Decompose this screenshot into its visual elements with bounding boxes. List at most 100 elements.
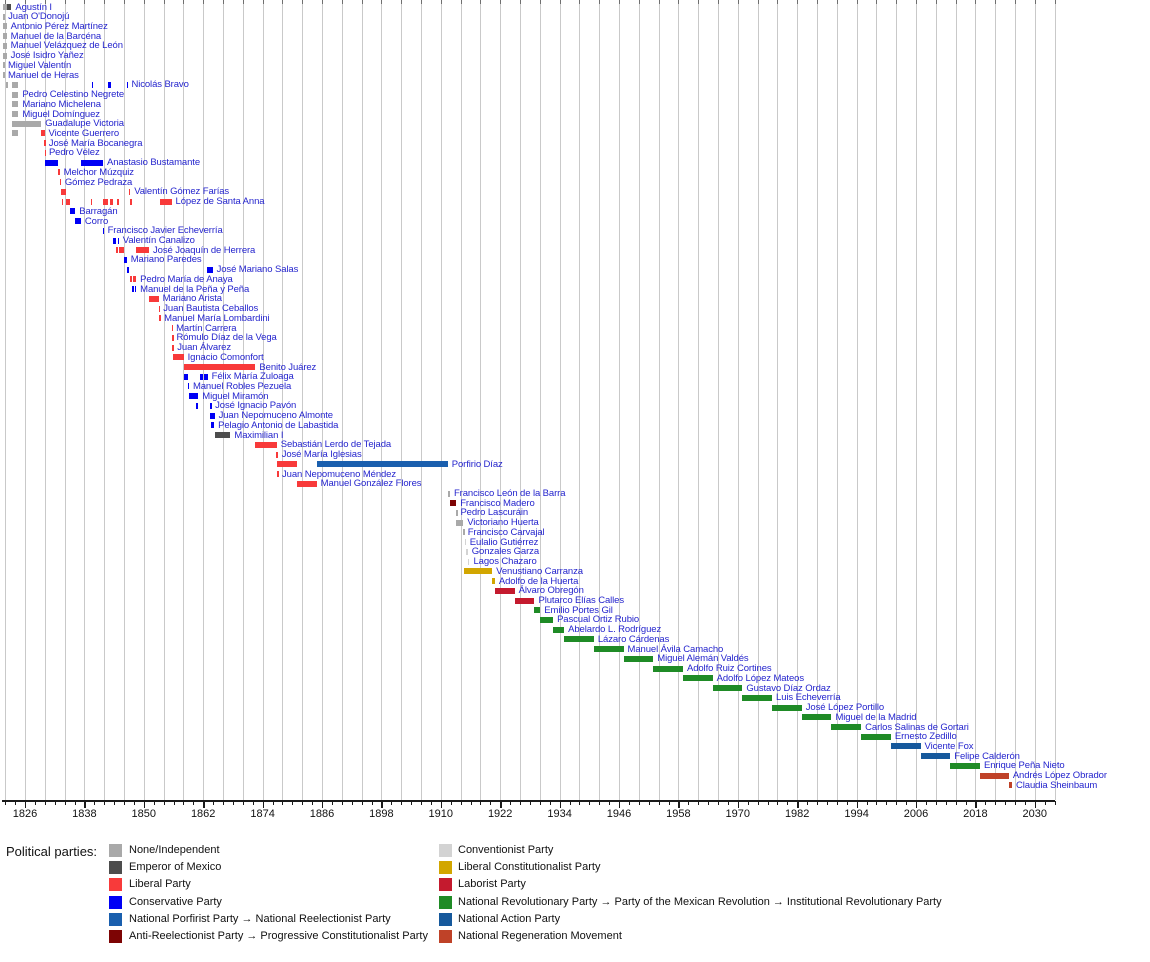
president-label[interactable]: Manuel Robles Pezuela xyxy=(192,380,292,392)
president-label[interactable]: Miguel Valentín xyxy=(7,59,72,71)
term-bar xyxy=(742,694,773,701)
president-label[interactable]: Rómulo Díaz de la Vega xyxy=(176,332,277,344)
president-label[interactable]: Melchor Múzquiz xyxy=(63,166,134,178)
president-label[interactable]: Sebastián Lerdo de Tejada xyxy=(280,439,392,451)
president-label[interactable]: Félix María Zuloaga xyxy=(211,371,294,383)
president-label[interactable]: Adolfo de la Huerta xyxy=(498,575,579,587)
president-label[interactable]: Miguel Alemán Valdés xyxy=(657,653,749,665)
term-bar xyxy=(62,188,67,195)
president-label[interactable]: Francisco León de la Barra xyxy=(453,488,566,499)
president-label[interactable]: José Joaquín de Herrera xyxy=(152,244,256,256)
president-label[interactable]: Luis Echeverría xyxy=(776,692,841,704)
axis-minor-tick xyxy=(64,801,66,805)
term-bar xyxy=(92,159,103,166)
president-label[interactable]: Manuel Ávila Camacho xyxy=(627,643,724,655)
president-label[interactable]: Vicente Guerrero xyxy=(48,127,120,139)
axis-minor-tick xyxy=(955,801,957,805)
president-label[interactable]: Mariano Paredes xyxy=(130,254,202,266)
president-label[interactable]: Francisco Madero xyxy=(460,497,535,509)
president-label[interactable]: Emilio Portes Gil xyxy=(544,604,613,616)
gridline xyxy=(896,2,898,800)
president-label[interactable]: Valentín Canalizo xyxy=(122,235,195,247)
president-label[interactable]: Francisco Carvajal xyxy=(467,526,545,538)
president-label[interactable]: Juan Álvarez xyxy=(177,342,231,354)
president-label[interactable]: Pedro Vélez xyxy=(48,147,100,159)
axis-minor-tick xyxy=(391,801,393,805)
legend-swatch-liberal xyxy=(109,878,122,892)
term-bar xyxy=(207,266,213,273)
president-label[interactable]: José Ignacio Pavón xyxy=(215,400,297,412)
president-label[interactable]: Mariano Michelena xyxy=(22,98,101,110)
president-label[interactable]: Eulalio Gutiérrez xyxy=(469,536,539,548)
president-label[interactable]: Manuel de la Peña y Peña xyxy=(140,283,250,295)
president-label[interactable]: Porfirio Díaz xyxy=(451,458,503,470)
president-label[interactable]: Enrique Peña Nieto xyxy=(983,760,1065,772)
president-label[interactable]: Carlos Salinas de Gortari xyxy=(865,721,969,733)
president-label[interactable]: López de Santa Anna xyxy=(175,196,265,208)
legend-swatch-liberal_constitutionalist xyxy=(439,861,452,875)
president-label[interactable]: Victoriano Huerta xyxy=(467,517,539,529)
president-label[interactable]: Abelardo L. Rodríguez xyxy=(568,624,662,636)
president-label[interactable]: José Mariano Salas xyxy=(216,264,299,276)
term-bar xyxy=(456,509,458,516)
president-label[interactable]: Juan O'Donojú xyxy=(8,11,70,23)
president-label[interactable]: Adolfo Ruiz Cortines xyxy=(686,663,772,675)
president-label[interactable]: Pedro Celestino Negrete xyxy=(22,89,125,101)
president-label[interactable]: Manuel María Lombardini xyxy=(164,312,270,324)
president-label[interactable]: Martín Carrera xyxy=(176,322,237,334)
president-label[interactable]: Antonio Pérez Martínez xyxy=(10,20,108,32)
president-label[interactable]: Gustavo Díaz Ordaz xyxy=(746,682,831,694)
president-label[interactable]: Benito Juárez xyxy=(259,361,317,373)
axis-minor-tick xyxy=(183,801,185,805)
president-label[interactable]: Nicolás Bravo xyxy=(131,79,189,91)
president-label[interactable]: Claudia Sheinbaum xyxy=(1016,779,1098,791)
top-tick xyxy=(282,0,284,4)
president-label[interactable]: Gómez Pedraza xyxy=(64,176,133,188)
president-label[interactable]: Manuel Velázquez de León xyxy=(10,40,123,52)
president-label[interactable]: Pascual Ortiz Rubio xyxy=(557,614,640,626)
president-label[interactable]: José López Portillo xyxy=(805,702,885,714)
president-label[interactable]: Juan Bautista Ceballos xyxy=(163,303,259,315)
president-label[interactable]: Pelagio Antonio de Labastida xyxy=(218,419,339,431)
president-label[interactable]: Manuel González Flores xyxy=(320,478,422,490)
president-label[interactable]: José María Bocanegra xyxy=(48,137,143,149)
president-label[interactable]: Juan Nepomuceno Almonte xyxy=(218,410,334,422)
president-label[interactable]: Felipe Calderón xyxy=(954,750,1020,762)
president-label[interactable]: Adolfo López Mateos xyxy=(716,672,804,684)
axis-major-tick xyxy=(737,801,740,808)
axis-minor-tick xyxy=(331,801,333,805)
president-label[interactable]: Ignacio Comonfort xyxy=(187,351,264,363)
gridline xyxy=(935,2,937,800)
axis-minor-tick xyxy=(628,801,630,805)
president-label[interactable]: Manuel de la Barcéna xyxy=(10,30,102,42)
president-label[interactable]: Mariano Arista xyxy=(162,293,222,305)
axis-minor-tick xyxy=(163,801,165,805)
president-label[interactable]: José Isidro Yañez xyxy=(10,50,84,62)
president-label[interactable]: Guadalupe Victoria xyxy=(45,118,124,130)
president-label[interactable]: Venustiano Carranza xyxy=(496,565,583,577)
president-label[interactable]: Miguel de la Madrid xyxy=(835,711,917,723)
president-label[interactable]: Lázaro Cárdenas xyxy=(597,633,670,645)
president-label[interactable]: Valentín Gómez Farías xyxy=(134,186,230,198)
president-label[interactable]: Barragán xyxy=(79,205,118,217)
president-label[interactable]: Agustín I xyxy=(15,1,52,13)
president-label[interactable]: Ernesto Zedillo xyxy=(894,731,957,743)
president-label[interactable]: Francisco Javier Echeverría xyxy=(107,225,223,237)
president-label[interactable]: Andrés López Obrador xyxy=(1012,770,1107,782)
president-label[interactable]: Gonzales Garza xyxy=(471,546,540,558)
president-label[interactable]: José María Iglesias xyxy=(281,449,362,461)
president-label[interactable]: Álvaro Obregón xyxy=(518,585,584,597)
president-label[interactable]: Lagos Chazaro xyxy=(473,556,537,568)
president-label[interactable]: Anastasio Bustamante xyxy=(106,157,201,169)
president-label[interactable]: Pedro Lascuráin xyxy=(460,507,529,519)
president-label[interactable]: Maximilian I xyxy=(234,429,284,441)
president-label[interactable]: Miguel Domínguez xyxy=(22,108,100,120)
term-bar xyxy=(11,101,19,108)
president-label[interactable]: Pedro María de Anaya xyxy=(140,273,233,285)
president-label[interactable]: Miguel Miramón xyxy=(202,390,269,402)
president-label[interactable]: Juan Nepomuceno Méndez xyxy=(282,468,397,480)
president-label[interactable]: Manuel de Heras xyxy=(7,69,79,81)
president-label[interactable]: Vicente Fox xyxy=(924,740,974,752)
president-label[interactable]: Corro xyxy=(84,215,109,227)
president-label[interactable]: Plutarco Elías Calles xyxy=(538,595,625,607)
